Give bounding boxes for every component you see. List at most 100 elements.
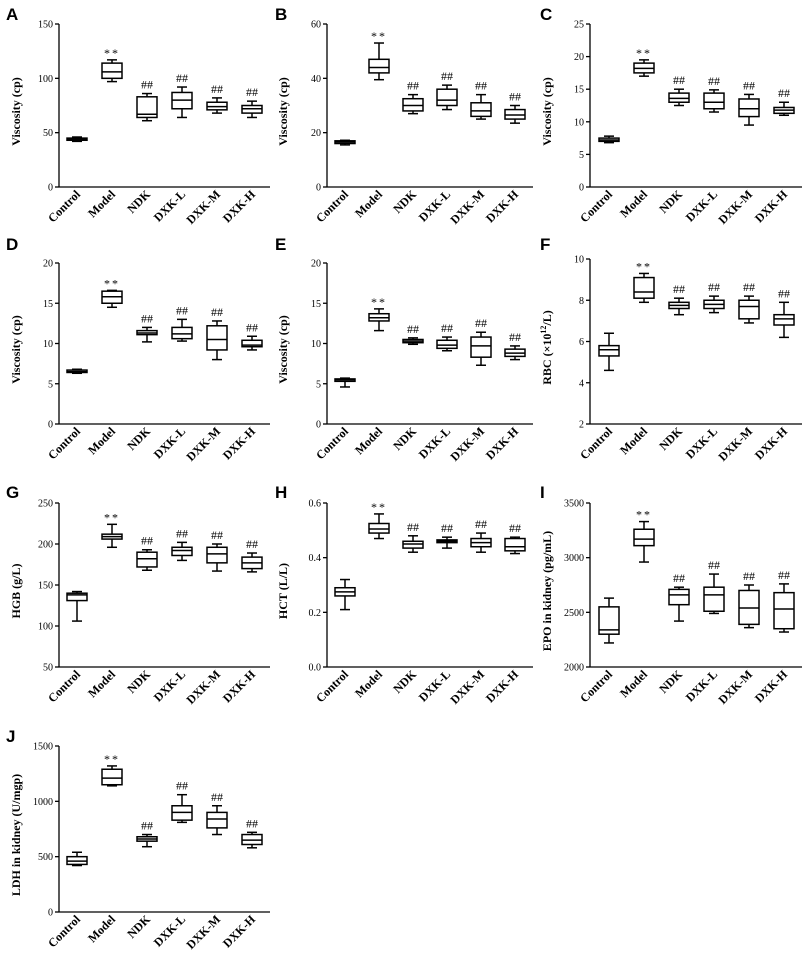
significance-hash: ##	[778, 286, 790, 300]
x-category-label: DXK-L	[683, 187, 720, 224]
box-dxk-h: ##	[773, 286, 795, 339]
box-ndk: ##	[402, 322, 424, 346]
box-control	[66, 368, 88, 375]
significance-hash: ##	[176, 779, 188, 793]
significance-hash: ##	[176, 526, 188, 540]
panel-letter: B	[275, 5, 287, 24]
box-dxk-h: ##	[773, 86, 795, 117]
x-category-label: DXK-M	[448, 424, 488, 464]
box-dxk-m: ##	[470, 517, 492, 553]
x-category-label: DXK-L	[151, 424, 188, 461]
panel-letter: G	[6, 483, 19, 502]
box-dxk-h: ##	[773, 568, 795, 633]
significance-star: **	[104, 752, 120, 766]
y-tick-label: 6	[579, 337, 584, 348]
significance-star: **	[636, 46, 652, 60]
significance-hash: ##	[673, 282, 685, 296]
x-category-label: NDK	[390, 424, 419, 453]
significance-hash: ##	[441, 69, 453, 83]
y-tick-label: 0	[316, 183, 321, 194]
y-tick-label: 500	[38, 852, 53, 863]
panel-letter: C	[540, 5, 552, 24]
significance-star: **	[371, 500, 387, 514]
y-tick-label: 150	[38, 581, 53, 592]
x-category-label: DXK-H	[483, 667, 522, 706]
significance-hash: ##	[673, 571, 685, 585]
x-category-label: DXK-M	[716, 424, 756, 464]
y-tick-label: 200	[38, 540, 53, 551]
significance-hash: ##	[407, 322, 419, 336]
x-category-label: DXK-H	[752, 667, 791, 706]
box-iqr	[136, 96, 158, 119]
y-axis-label: Viscosity (cp)	[9, 315, 23, 384]
box-iqr	[773, 313, 795, 326]
significance-hash: ##	[246, 85, 258, 99]
box-control	[66, 136, 88, 143]
x-category-label: NDK	[124, 187, 153, 216]
significance-hash: ##	[743, 569, 755, 583]
x-category-label: Model	[85, 424, 118, 457]
significance-hash: ##	[211, 82, 223, 96]
box-iqr	[598, 606, 620, 635]
box-model: **	[101, 46, 123, 83]
y-tick-label: 20	[43, 259, 53, 270]
box-ndk: ##	[136, 78, 158, 122]
y-axis-label: Viscosity (cp)	[540, 77, 554, 146]
box-model: **	[633, 259, 655, 304]
box-ndk: ##	[136, 311, 158, 343]
x-category-label: NDK	[124, 912, 153, 941]
box-control	[334, 139, 356, 146]
box-control	[598, 135, 620, 144]
significance-hash: ##	[441, 521, 453, 535]
significance-hash: ##	[211, 305, 223, 319]
box-ndk: ##	[136, 534, 158, 571]
x-category-label: NDK	[656, 187, 685, 216]
box-iqr	[171, 546, 193, 557]
y-tick-label: 3000	[564, 553, 584, 564]
box-model: **	[101, 752, 123, 787]
box-iqr	[101, 768, 123, 786]
box-dxk-h: ##	[241, 816, 263, 849]
y-axis-label: HCT (L/L)	[276, 563, 290, 619]
box-dxk-h: ##	[504, 90, 526, 124]
significance-hash: ##	[475, 79, 487, 93]
panel-letter: A	[6, 5, 18, 24]
y-tick-label: 0	[48, 183, 53, 194]
significance-hash: ##	[778, 86, 790, 100]
significance-hash: ##	[141, 819, 153, 833]
significance-hash: ##	[141, 534, 153, 548]
box-model: **	[368, 29, 390, 81]
box-dxk-m: ##	[206, 528, 228, 572]
box-dxk-m: ##	[738, 280, 760, 324]
y-tick-label: 0.4	[309, 553, 322, 564]
significance-hash: ##	[246, 816, 258, 830]
box-iqr	[738, 98, 760, 118]
y-tick-label: 0.6	[309, 499, 322, 510]
box-model: **	[633, 508, 655, 563]
box-iqr	[504, 537, 526, 552]
box-iqr	[171, 326, 193, 340]
box-dxk-m: ##	[206, 305, 228, 361]
y-tick-label: 50	[43, 128, 53, 139]
y-axis-label: HGB (g/L)	[9, 563, 23, 618]
box-iqr	[633, 528, 655, 547]
y-tick-label: 150	[38, 20, 53, 31]
significance-star: **	[104, 276, 120, 290]
y-tick-label: 1500	[33, 742, 53, 753]
x-category-label: Model	[85, 667, 118, 700]
x-category-label: NDK	[390, 187, 419, 216]
box-iqr	[206, 325, 228, 351]
x-category-label: DXK-H	[752, 424, 791, 463]
significance-hash: ##	[176, 303, 188, 317]
box-iqr	[368, 58, 390, 74]
box-dxk-m: ##	[738, 78, 760, 126]
y-tick-label: 20	[311, 128, 321, 139]
